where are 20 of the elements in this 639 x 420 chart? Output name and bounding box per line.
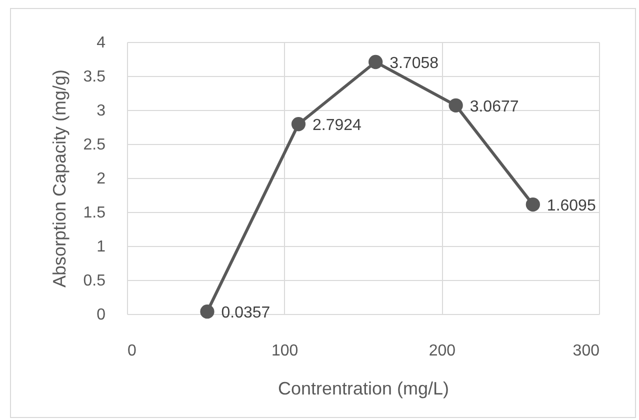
x-tick-label: 100 <box>271 342 298 360</box>
y-tick-label: 4 <box>96 34 106 52</box>
y-tick-label: 1 <box>96 238 106 256</box>
data-label: 3.0677 <box>470 98 519 116</box>
data-label: 1.6095 <box>546 198 596 215</box>
data-label: 0.0357 <box>221 304 270 322</box>
data-label: 2.7924 <box>312 117 362 134</box>
y-tick-label: 1.5 <box>83 204 106 222</box>
y-tick-label: 0 <box>96 306 106 324</box>
y-axis-title: Absorption Capacity (mg/g) <box>49 69 70 288</box>
y-tick-label: 2.5 <box>83 136 106 154</box>
y-tick-label: 0.5 <box>83 272 106 290</box>
x-tick-label: 0 <box>128 342 136 360</box>
x-tick-label: 200 <box>428 342 456 360</box>
x-axis-title: Contrentration (mg/L) <box>278 378 450 398</box>
y-tick-label: 3.5 <box>83 68 106 86</box>
y-tick-label: 2 <box>96 170 106 188</box>
y-tick-label: 3 <box>96 102 106 120</box>
x-tick-label: 300 <box>572 342 600 360</box>
data-label: 3.7058 <box>390 55 439 72</box>
